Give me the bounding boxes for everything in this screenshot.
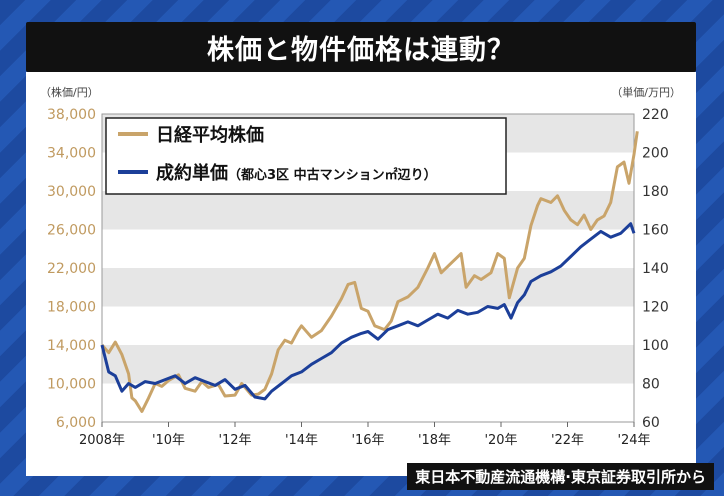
right-axis-unit: （単価/万円） <box>611 85 681 99</box>
y-left-tick-label: 22,000 <box>47 261 96 277</box>
x-tick-label: '16年 <box>351 433 384 448</box>
x-tick-label: '18年 <box>418 433 451 448</box>
y-right-tick-label: 120 <box>642 300 669 316</box>
y-left-tick-label: 38,000 <box>47 107 96 123</box>
legend: 日経平均株価 成約単価（都心3区 中古マンション㎡辺り） <box>105 117 507 195</box>
legend-label-price-main: 成約単価 <box>156 162 228 184</box>
x-tick-label: '20年 <box>484 433 517 448</box>
axes: 6,000 10,000 14,000 18,000 22,000 26,000 30,00… <box>47 107 669 448</box>
chart-svg: 6,000 10,000 14,000 18,000 22,000 26,000 30,00… <box>40 85 681 448</box>
y-left-tick-label: 26,000 <box>47 223 96 239</box>
y-right-tick-label: 200 <box>642 146 669 162</box>
grid-band <box>102 268 634 307</box>
y-right-tick-label: 140 <box>642 261 669 277</box>
x-tick-label: '22年 <box>551 433 584 448</box>
y-right-tick-label: 160 <box>642 223 669 239</box>
x-tick-label: '10年 <box>152 433 185 448</box>
series-line-price <box>100 222 636 401</box>
y-left-tick-label: 30,000 <box>47 184 96 200</box>
x-tick-label: '14年 <box>285 433 318 448</box>
series-lines <box>100 131 639 413</box>
grid-band <box>102 345 634 384</box>
grid-band <box>102 191 634 230</box>
y-right-tick-label: 60 <box>642 415 660 431</box>
y-left-tick-label: 14,000 <box>47 338 96 354</box>
y-left-tick-label: 18,000 <box>47 300 96 316</box>
legend-box <box>105 117 507 195</box>
x-tick-label: 2008年 <box>79 433 125 448</box>
x-tick-label: '24年 <box>617 433 650 448</box>
left-axis-unit: （株価/円） <box>40 85 99 99</box>
y-left-tick-label: 34,000 <box>47 146 96 162</box>
chart-title: 株価と物件価格は連動？ <box>26 22 696 72</box>
x-tick-label: '12年 <box>218 433 251 448</box>
legend-label-price: 成約単価（都心3区 中古マンション㎡辺り） <box>156 162 437 184</box>
y-right-tick-label: 180 <box>642 184 669 200</box>
legend-label-nikkei: 日経平均株価 <box>156 124 264 146</box>
y-left-tick-label: 10,000 <box>47 377 96 393</box>
y-right-tick-label: 80 <box>642 377 660 393</box>
y-right-tick-label: 220 <box>642 107 669 123</box>
source-credit: 東日本不動産流通機構·東京証券取引所から <box>407 463 714 490</box>
chart-panel: 6,000 10,000 14,000 18,000 22,000 26,000 30,00… <box>26 72 696 476</box>
legend-label-price-note: （都心3区 中古マンション㎡辺り） <box>228 167 437 183</box>
y-right-tick-label: 100 <box>642 338 669 354</box>
y-left-tick-label: 6,000 <box>56 415 96 431</box>
